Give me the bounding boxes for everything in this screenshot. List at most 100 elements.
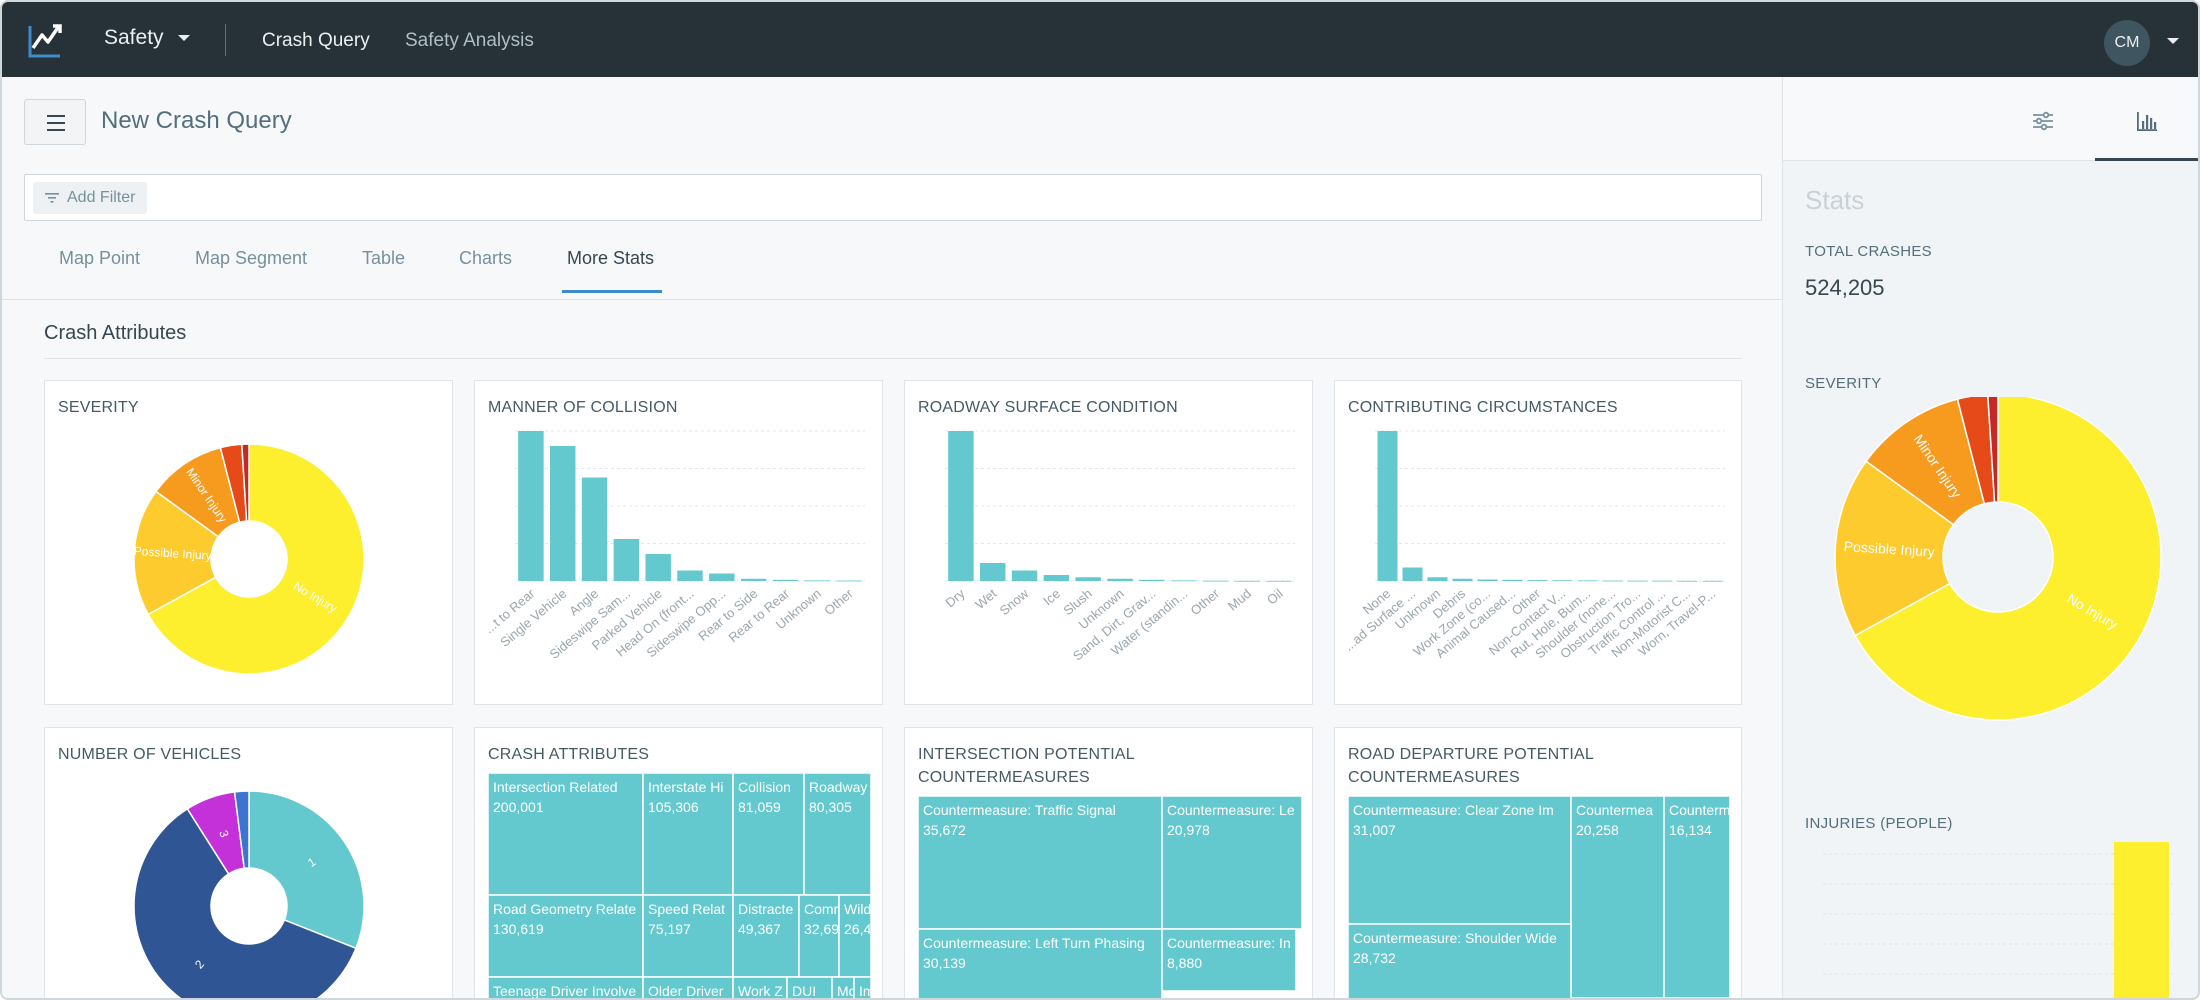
bar: [1452, 578, 1473, 581]
bar: [550, 446, 576, 581]
sidebar-tabs: [1783, 77, 2198, 161]
tile-value: 16,134: [1669, 822, 1712, 838]
treemap-tile: [642, 976, 734, 998]
tile-label: Comr: [804, 901, 839, 917]
sidebar-tab-filters[interactable]: [1991, 77, 2095, 161]
tab-charts[interactable]: Charts: [459, 248, 513, 268]
treemap-tile: [487, 894, 644, 978]
road-departure-countermeasures-card: ROAD DEPARTURE POTENTIAL COUNTERMEASURES…: [1334, 727, 1742, 998]
tick-label: Mud: [1225, 586, 1254, 614]
tile-label: Countermeasure: Clear Zone Im: [1353, 802, 1554, 818]
tile-label: Mo: [837, 983, 857, 999]
severity-label: SEVERITY: [1805, 375, 1882, 392]
bar: [1627, 580, 1648, 582]
tile-label: Countermeasure: Shoulder Wide: [1353, 930, 1557, 946]
bar: [1427, 577, 1448, 581]
intersection-countermeasures-treemap: Countermeasure: Traffic Signal 35,672 Coun…: [917, 795, 1303, 998]
user-menu-chevron-icon[interactable]: [2167, 38, 2179, 44]
bar: [1202, 580, 1229, 582]
bar: [1075, 577, 1101, 581]
chart-title: MANNER OF COLLISION: [488, 399, 678, 416]
bar: [613, 539, 640, 581]
intersection-countermeasures-card: INTERSECTION POTENTIAL COUNTERMEASURES C…: [904, 727, 1313, 998]
top-navigation-bar: Safety Crash Query Safety Analysis CM: [2, 2, 2198, 77]
donut-slice-0: [147, 443, 365, 675]
bar: [1139, 579, 1165, 581]
app-logo-icon[interactable]: [26, 20, 66, 60]
tile-label: Interstate Hi: [648, 779, 723, 795]
hamburger-icon-line: [47, 122, 65, 124]
tile-label: Wild: [844, 901, 871, 917]
tab-more-stats[interactable]: More Stats: [562, 237, 662, 293]
tick-label: Dry: [942, 585, 968, 610]
tile-label: Work Z: [738, 983, 783, 999]
bar: [709, 573, 735, 581]
filter-icon: [45, 193, 59, 203]
tick-label: Snow: [997, 585, 1032, 618]
donut-slice-1: [1834, 460, 1955, 637]
stats-sidebar: Stats TOTAL CRASHES 524,205 SEVERITY No …: [1782, 77, 2198, 998]
bar: [1266, 580, 1292, 582]
bar: [1577, 580, 1598, 582]
bar: [804, 580, 830, 582]
tab-map-point[interactable]: Map Point: [59, 248, 141, 268]
add-filter-button[interactable]: Add Filter: [33, 182, 148, 214]
nav-safety-analysis[interactable]: Safety Analysis: [405, 30, 534, 51]
bar: [1043, 575, 1070, 581]
slice-label: 3: [216, 828, 232, 839]
tile-value: 75,197: [648, 921, 691, 937]
bar: [581, 477, 608, 581]
tile-label: Countermeasure: Traffic Signal: [923, 802, 1116, 818]
bar: [645, 554, 671, 581]
tile-label: Teenage Driver Involve: [493, 983, 636, 999]
tile-value: 31,007: [1353, 822, 1396, 838]
tile-value: 130,619: [493, 921, 544, 937]
injuries-label: INJURIES (PEOPLE): [1805, 815, 1953, 832]
app-switcher[interactable]: Safety: [104, 26, 190, 50]
bar: [948, 431, 974, 581]
sidebar-injuries-bar-chart: [1823, 842, 2173, 998]
total-crashes-value: 524,205: [1805, 275, 1885, 300]
treemap-tile: [732, 772, 805, 896]
sliders-icon: [2033, 111, 2053, 131]
treemap-tile: [1161, 928, 1297, 992]
bar: [740, 578, 767, 581]
tab-table[interactable]: Table: [362, 248, 406, 268]
tile-value: 32,69: [804, 921, 839, 937]
bar-chart-icon: [2137, 112, 2157, 131]
tile-label: Intersection Related: [493, 779, 618, 795]
tick-label: Wet: [972, 586, 999, 612]
tile-label: Road Geometry Relate: [493, 901, 636, 917]
user-avatar[interactable]: CM: [2104, 20, 2150, 66]
crash-attributes-treemap: Intersection Related 200,001 Interstate Hi…: [487, 772, 872, 999]
tile-label: Countermeasure: Le: [1167, 802, 1295, 818]
contributing-circumstances-card: CONTRIBUTING CIRCUMSTANCES None ...ad Sur…: [1334, 380, 1742, 705]
bar: [2114, 842, 2169, 998]
number-of-vehicles-donut-chart: 123: [133, 790, 365, 998]
tile-label: DUI: [792, 983, 816, 999]
bar: [518, 431, 544, 581]
tabs-divider: [2, 299, 1782, 300]
bar: [1170, 580, 1197, 582]
sidebar-tab-stats[interactable]: [2095, 77, 2198, 161]
tile-value: 20,258: [1576, 822, 1619, 838]
nav-crash-query[interactable]: Crash Query: [262, 30, 370, 51]
road-departure-countermeasures-treemap: Countermeasure: Clear Zone Im 31,007 Count…: [1347, 795, 1731, 998]
filter-bar[interactable]: Add Filter: [24, 174, 1762, 221]
tile-value: 81,059: [738, 799, 781, 815]
menu-button[interactable]: [24, 99, 86, 145]
donut-slice-0: [1854, 397, 2162, 721]
section-title: Crash Attributes: [44, 322, 187, 344]
tick-label: Oil: [1264, 586, 1286, 608]
tab-map-segment[interactable]: Map Segment: [195, 248, 308, 268]
chart-title: NUMBER OF VEHICLES: [58, 746, 242, 763]
hamburger-icon-line: [47, 129, 65, 131]
chart-title: SEVERITY: [58, 399, 139, 416]
stats-heading: Stats: [1805, 185, 1865, 215]
treemap-tile: [853, 976, 872, 998]
crash-attributes-card: CRASH ATTRIBUTES Intersection Related 200…: [474, 727, 883, 999]
query-title[interactable]: New Crash Query: [101, 107, 292, 134]
